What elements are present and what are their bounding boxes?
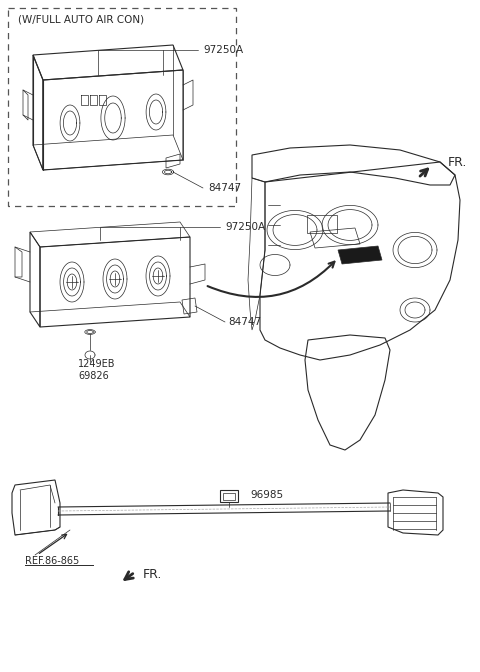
Bar [220,490,238,502]
Text: 97250A: 97250A [225,222,265,232]
Text: 84747: 84747 [228,317,261,327]
Bar [223,493,235,500]
Bar [8,8,236,206]
Text: REF.86-865: REF.86-865 [25,556,79,566]
Polygon shape [338,246,382,264]
Text: 97250A: 97250A [203,45,243,55]
Text: 84747: 84747 [208,183,241,193]
Text: FR.: FR. [448,157,468,169]
Text: 96985: 96985 [250,490,283,500]
Bar [307,215,337,233]
Text: 1249EB
69826: 1249EB 69826 [78,360,116,381]
Text: (W/FULL AUTO AIR CON): (W/FULL AUTO AIR CON) [18,15,144,25]
Text: FR.: FR. [143,569,162,581]
